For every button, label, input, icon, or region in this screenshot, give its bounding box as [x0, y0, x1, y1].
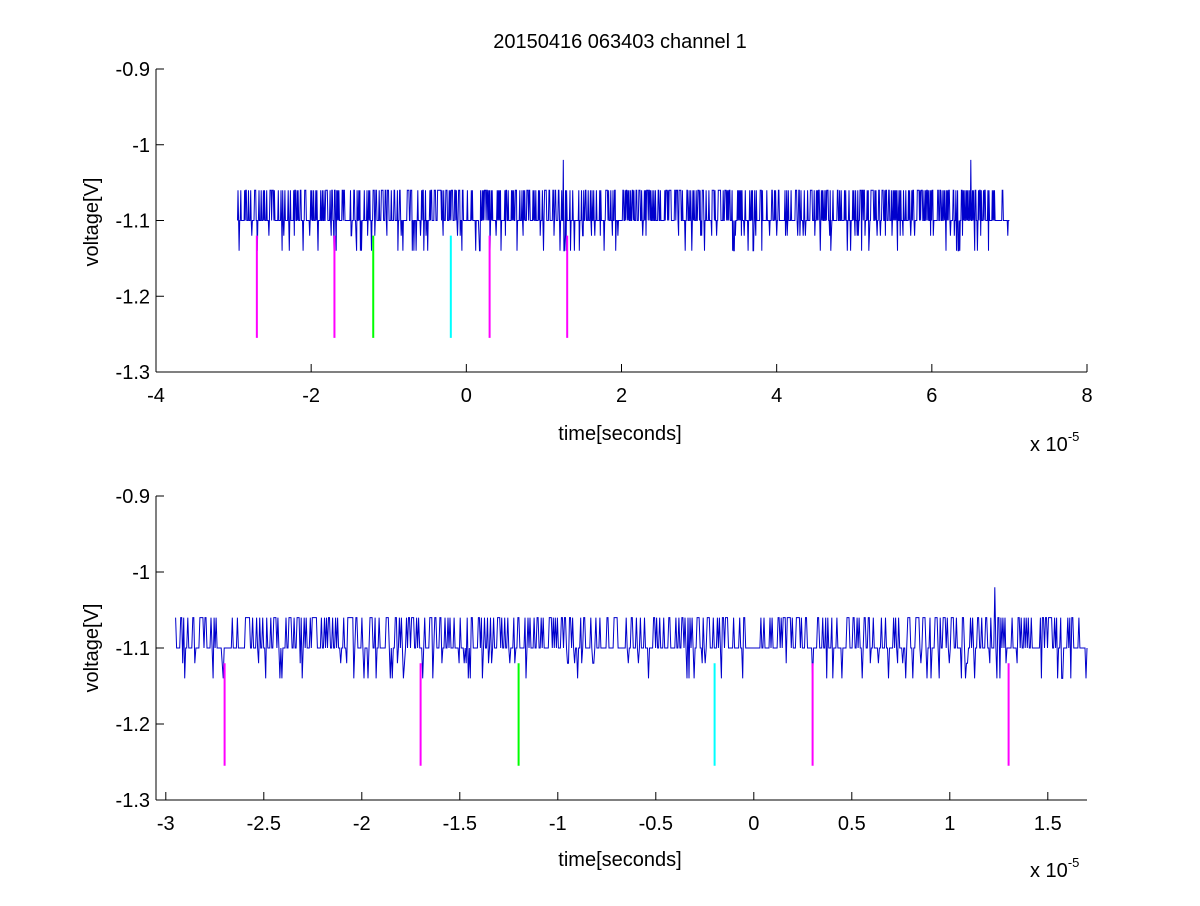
chart-title: 20150416 063403 channel 1 [493, 31, 747, 53]
x-tick-label: -2 [302, 385, 320, 407]
y-tick-label: -1.2 [116, 714, 150, 736]
x-tick-label: -2 [353, 813, 371, 835]
top-plot: -4 -2 0 2 4 6 8 -1.3 -1.2 -1.1 -1 -0.9 [116, 59, 1093, 407]
top-x-exponent: x 10-5 [1030, 429, 1079, 456]
x-tick-label: 0 [461, 385, 472, 407]
y-tick-label: -1 [132, 562, 150, 584]
bottom-y-axis-label: voltage[V] [81, 604, 103, 693]
x-tick-label: 4 [771, 385, 782, 407]
y-tick-label: -0.9 [116, 59, 150, 81]
signal-trace [237, 159, 1010, 252]
x-tick-label: 0.5 [838, 813, 866, 835]
y-tick-label: -1.2 [116, 286, 150, 308]
y-tick-label: -1.3 [116, 362, 150, 384]
x-tick-label: 8 [1081, 385, 1092, 407]
x-tick-label: 1 [944, 813, 955, 835]
bottom-x-exponent: x 10-5 [1030, 855, 1079, 882]
x-tick-label: -3 [157, 813, 175, 835]
bottom-x-exponent-base: x 10 [1030, 860, 1068, 882]
x-tick-label: -2.5 [247, 813, 281, 835]
x-tick-label: 2 [616, 385, 627, 407]
y-tick-label: -1.3 [116, 790, 150, 812]
y-tick-label: -1.1 [116, 638, 150, 660]
x-tick-label: -0.5 [639, 813, 673, 835]
x-tick-label: 6 [926, 385, 937, 407]
x-tick-label: -4 [147, 385, 165, 407]
x-tick-label: -1 [549, 813, 567, 835]
y-tick-label: -1.1 [116, 211, 150, 233]
bottom-plot: -3 -2.5 -2 -1.5 -1 -0.5 0 0.5 1 1.5 -1.3 -1.2 -1.1 -1… [116, 486, 1088, 835]
bottom-x-exponent-power: -5 [1068, 855, 1080, 870]
top-x-exponent-base: x 10 [1030, 434, 1068, 456]
x-tick-label: -1.5 [443, 813, 477, 835]
y-tick-label: -1 [132, 135, 150, 157]
bottom-x-axis-label: time[seconds] [558, 849, 681, 871]
top-y-axis-label: voltage[V] [81, 178, 103, 267]
top-x-exponent-power: -5 [1068, 429, 1080, 444]
x-tick-label: 0 [748, 813, 759, 835]
top-x-axis-label: time[seconds] [558, 423, 681, 445]
x-tick-label: 1.5 [1034, 813, 1062, 835]
signal-trace [175, 587, 1088, 679]
y-tick-label: -0.9 [116, 486, 150, 508]
